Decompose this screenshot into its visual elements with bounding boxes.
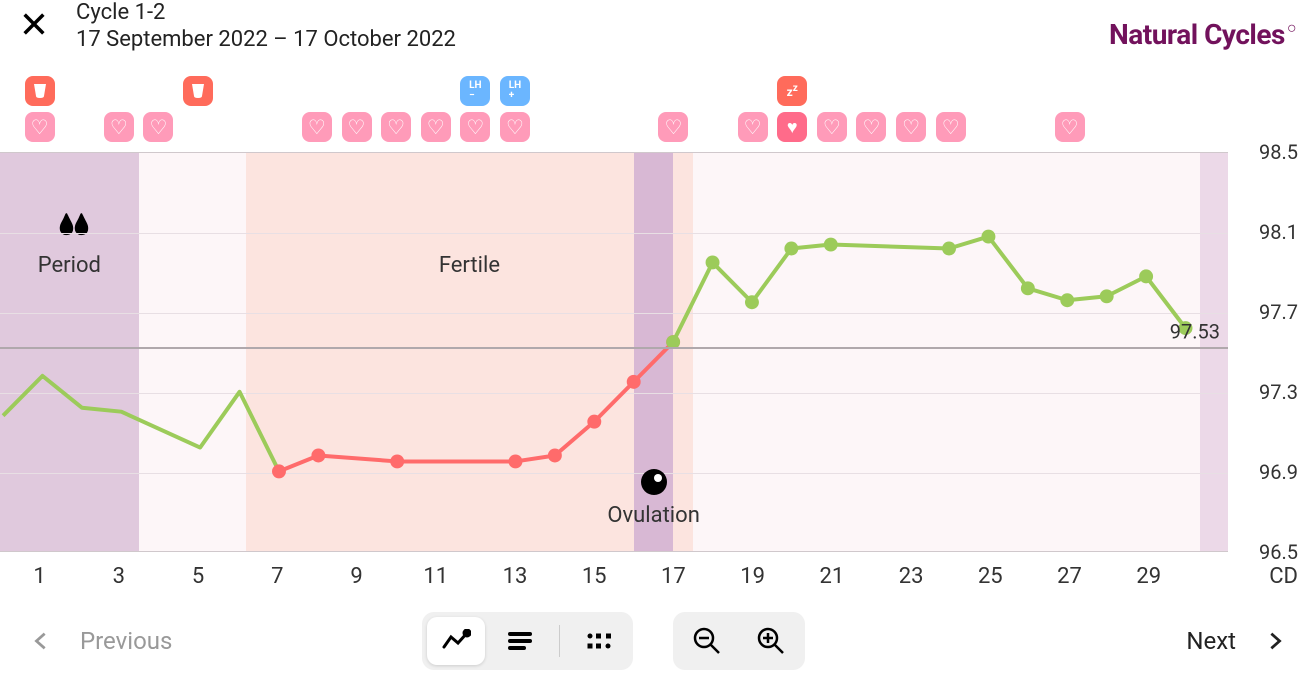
x-tick: 23 <box>899 564 924 589</box>
intimacy-badge[interactable]: ♡ <box>460 112 490 142</box>
intimacy-badge[interactable]: ♡ <box>143 112 173 142</box>
intimacy-badge[interactable]: ♡ <box>421 112 451 142</box>
brand-logo: Natural Cycles○ <box>1109 18 1296 51</box>
intimacy-badge[interactable]: ♡ <box>817 112 847 142</box>
event-badge[interactable] <box>25 76 55 106</box>
view-grid-button[interactable] <box>570 617 628 665</box>
next-label: Next <box>1186 627 1236 655</box>
close-button[interactable] <box>20 10 48 38</box>
event-badge[interactable]: zz <box>777 76 807 106</box>
chart-line <box>3 376 279 472</box>
chart-marker <box>1100 289 1114 303</box>
chart-line <box>673 237 1185 342</box>
chart-marker <box>981 230 995 244</box>
zoom-out-button[interactable] <box>678 617 736 665</box>
intimacy-badge[interactable]: ♡ <box>1055 112 1085 142</box>
chart-marker <box>272 464 286 478</box>
chart-marker <box>508 454 522 468</box>
chart-marker <box>942 242 956 256</box>
zoom-controls <box>673 612 805 670</box>
x-tick: 29 <box>1136 564 1161 589</box>
intimacy-badge[interactable]: ♡ <box>500 112 530 142</box>
chart-marker <box>824 238 838 252</box>
intimacy-badge[interactable]: ♡ <box>738 112 768 142</box>
previous-button[interactable]: Previous <box>30 627 172 655</box>
x-tick: 15 <box>582 564 607 589</box>
x-tick: 13 <box>503 564 528 589</box>
intimacy-badge[interactable]: ♡ <box>342 112 372 142</box>
y-tick: 98.1 <box>1259 220 1298 244</box>
intimacy-badge[interactable]: ♡ <box>936 112 966 142</box>
x-tick: 3 <box>113 564 125 589</box>
ovulation-label: Ovulation <box>607 503 699 528</box>
reference-line <box>0 347 1228 349</box>
y-tick: 96.9 <box>1259 460 1298 484</box>
chart-marker <box>1060 293 1074 307</box>
temperature-chart[interactable]: FertilePeriod 97.53Ovulation <box>0 152 1228 552</box>
y-tick: 97.7 <box>1259 300 1298 324</box>
y-tick: 97.3 <box>1259 380 1298 404</box>
x-tick: 25 <box>978 564 1003 589</box>
chart-marker <box>627 375 641 389</box>
intimacy-badge[interactable]: ♡ <box>856 112 886 142</box>
view-line-button[interactable] <box>427 617 485 665</box>
chart-line <box>279 342 673 471</box>
x-tick: 1 <box>33 564 45 589</box>
intimacy-badge[interactable]: ♡ <box>381 112 411 142</box>
intimacy-badge[interactable]: ♥ <box>777 112 807 142</box>
chart-marker <box>784 242 798 256</box>
chart-marker <box>1021 281 1035 295</box>
chart-marker <box>587 415 601 429</box>
view-mode-toggle <box>422 612 633 670</box>
next-button[interactable]: Next <box>1186 627 1286 655</box>
separator <box>559 625 560 657</box>
x-tick: 19 <box>740 564 765 589</box>
x-tick: 27 <box>1057 564 1082 589</box>
x-tick: 7 <box>271 564 283 589</box>
view-list-button[interactable] <box>491 617 549 665</box>
chart-marker <box>1139 269 1153 283</box>
y-tick: 96.5 <box>1259 540 1298 564</box>
cycle-date-range: 17 September 2022 – 17 October 2022 <box>76 27 1109 52</box>
event-badge[interactable]: LH+ <box>500 76 530 106</box>
intimacy-badge[interactable]: ♡ <box>104 112 134 142</box>
x-axis-label: CD <box>1269 564 1298 589</box>
event-badge[interactable] <box>183 76 213 106</box>
intimacy-badge[interactable]: ♡ <box>658 112 688 142</box>
chart-marker <box>548 449 562 463</box>
x-tick: 9 <box>350 564 362 589</box>
reference-line-label: 97.53 <box>1170 319 1220 343</box>
intimacy-badge[interactable]: ♡ <box>25 112 55 142</box>
intimacy-badge[interactable]: ♡ <box>896 112 926 142</box>
y-axis: 96.596.997.397.798.198.5 <box>1228 152 1316 552</box>
chart-marker <box>311 449 325 463</box>
x-tick: 11 <box>423 564 448 589</box>
cycle-title: Cycle 1-2 <box>76 0 1109 25</box>
x-axis: CD 1357911131517192123252729 <box>0 564 1316 594</box>
previous-label: Previous <box>80 627 172 655</box>
event-badge[interactable]: LH− <box>460 76 490 106</box>
intimacy-badge[interactable]: ♡ <box>302 112 332 142</box>
y-tick: 98.5 <box>1259 140 1298 164</box>
chart-marker <box>706 255 720 269</box>
chart-marker <box>390 454 404 468</box>
x-tick: 21 <box>819 564 844 589</box>
x-tick: 5 <box>192 564 204 589</box>
zoom-in-button[interactable] <box>742 617 800 665</box>
x-tick: 17 <box>661 564 686 589</box>
ovulation-marker-icon <box>641 469 667 495</box>
chart-marker <box>745 295 759 309</box>
